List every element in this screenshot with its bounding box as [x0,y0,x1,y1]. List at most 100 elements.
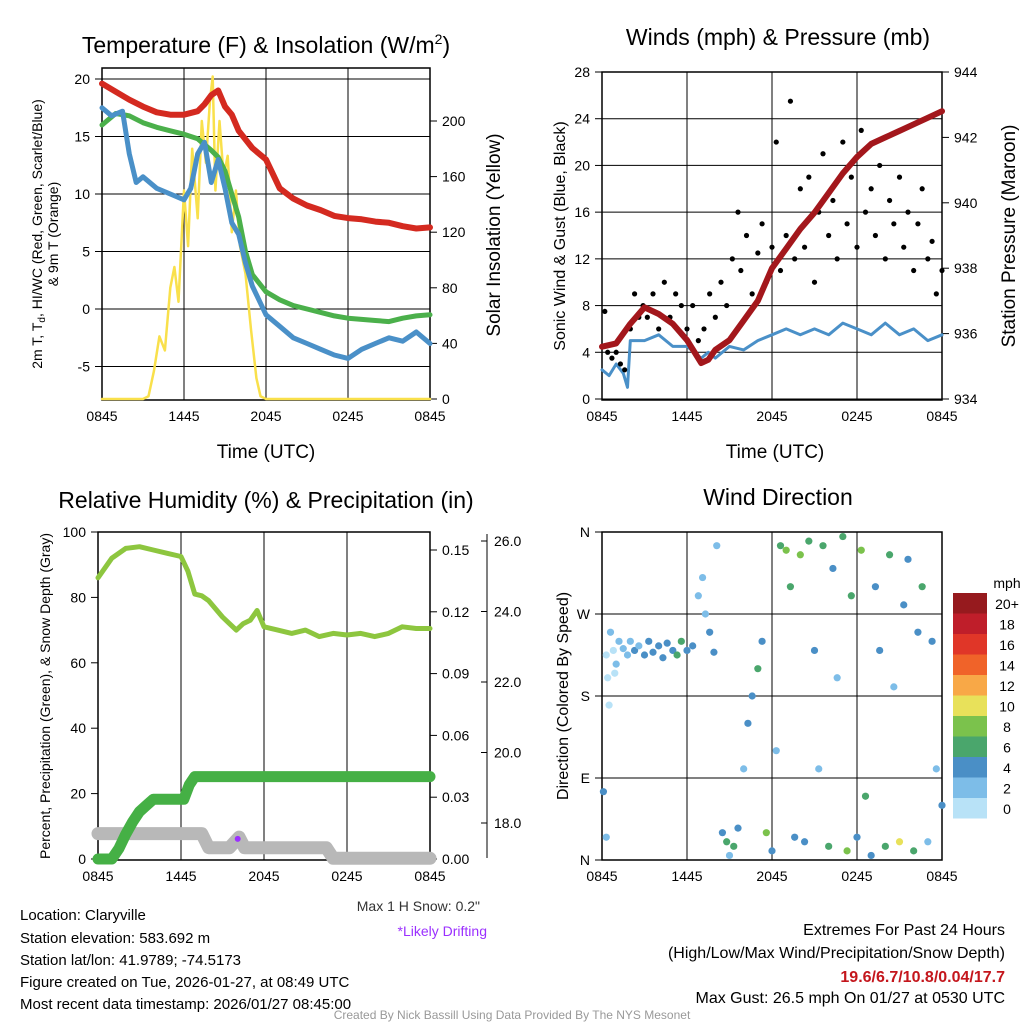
humidity-plot: 0845 1445 2045 0245 0845 100 80 60 40 20 0 0.15 0.12… [63,524,522,884]
extremes-values: 19.6/6.7/10.8/0.04/17.7 [840,969,1005,986]
wind-direction-title: Wind Direction [703,484,853,510]
winds-panel: Winds (mph) & Pressure (mb) 0845 1445 2045… [552,24,1020,463]
gust-point [735,209,741,215]
direction-point [768,847,776,855]
gust-point [848,174,854,180]
direction-point [609,646,617,655]
direction-point [730,842,738,850]
rh-ytick-label: 40 [70,720,86,736]
temp-xtick-label: 1445 [168,408,199,424]
wind-ytick-label: 20 [574,157,590,173]
precip-y2tick-label: 0.06 [442,727,469,743]
direction-point [932,765,940,773]
direction-point [786,583,795,591]
temp-ytick-label: 0 [82,301,90,317]
direction-point [640,651,649,659]
temp-xtick-label: 2045 [250,408,281,424]
precip-y2tick-label: 0.09 [442,666,469,682]
dewpoint-line [99,111,433,325]
direction-point [762,829,770,837]
snow-ytick-label: 26.0 [494,533,521,549]
pressure-y2tick-label: 942 [954,129,978,145]
legend-label: 20+ [995,596,1019,612]
solar-line [100,75,432,401]
gust-point [729,256,735,262]
humidity-panel: Relative Humidity (%) & Precipitation (i… [37,487,521,939]
direction-point [713,542,721,550]
gust-point [919,186,925,192]
direction-point [895,838,904,846]
direction-point [867,851,875,860]
pressure-y2tick-label: 944 [954,64,978,80]
gust-point [787,98,794,104]
gust-point [707,291,713,297]
gust-point [673,291,679,297]
gust-point [811,279,818,285]
legend-swatch [953,716,987,737]
direction-point [630,646,639,655]
temp-ytick-label: -5 [78,359,91,375]
direction-point [669,646,677,655]
gust-point [617,361,624,367]
snow-ytick-label: 20.0 [494,745,521,761]
direction-point [825,842,833,850]
direction-point [694,592,702,600]
wind-ytick-label: 12 [574,251,590,267]
wind-speed-line [600,321,944,389]
gust-point [792,256,798,262]
wind-direction-ylabel: Direction (Colored By Speed) [555,592,572,800]
pressure-line [599,108,945,366]
gust-point [701,326,707,332]
legend-swatch [953,613,987,634]
credit: Created By Nick Bassill Using Data Provi… [334,1008,691,1022]
direction-point [857,546,865,554]
legend-label: 0 [1003,801,1011,817]
direction-point [611,669,619,677]
drift-label: *Likely Drifting [398,923,487,939]
drift-point [234,835,241,842]
direction-point [701,610,710,618]
humidity-title: Relative Humidity (%) & Precipitation (i… [58,487,473,513]
legend-label: 4 [1003,760,1011,776]
gust-point [868,186,874,192]
precipitation-line [92,771,436,865]
direction-point [698,573,707,582]
wind-xtick-label: 2045 [756,408,787,424]
gust-point [759,221,765,227]
dir-ytick-label: W [577,606,591,622]
gust-point [749,291,755,297]
gust-point [933,291,939,297]
rh-ytick-label: 80 [70,589,86,605]
wind-ytick-label: 28 [574,64,590,80]
solar-y2tick-label: 120 [442,224,466,240]
direction-point [734,824,742,832]
temperature-line [99,80,433,232]
max-snow-label: Max 1 H Snow: 0.2" [357,898,480,914]
gust-point [929,238,935,244]
gust-point [613,349,619,355]
legend-label: 6 [1003,740,1011,756]
precip-y2tick-label: 0.03 [442,789,469,805]
legend-label: 14 [999,658,1015,674]
rh-frame [97,531,431,861]
dir-ytick-label: N [580,524,590,540]
direction-point [829,564,837,573]
precip-y2tick-label: 0.15 [442,542,469,558]
gust-point [605,349,611,355]
pressure-y2tick-label: 934 [954,391,978,407]
rh-ytick-label: 100 [63,524,87,540]
gust-point [820,151,826,157]
temperature-ylabel-line2: & 9m T (Orange) [45,182,61,287]
direction-point [839,532,847,541]
gust-point [858,127,864,133]
winds-xlabel: Time (UTC) [726,442,825,463]
gust-point [806,174,812,180]
winds-ylabel: Sonic Wind & Gust (Blue, Black) [552,121,569,350]
legend-swatch [953,593,987,614]
gust-point [840,139,846,145]
direction-point [710,648,718,656]
wind-ytick-label: 16 [574,204,590,220]
direction-point [619,645,627,653]
